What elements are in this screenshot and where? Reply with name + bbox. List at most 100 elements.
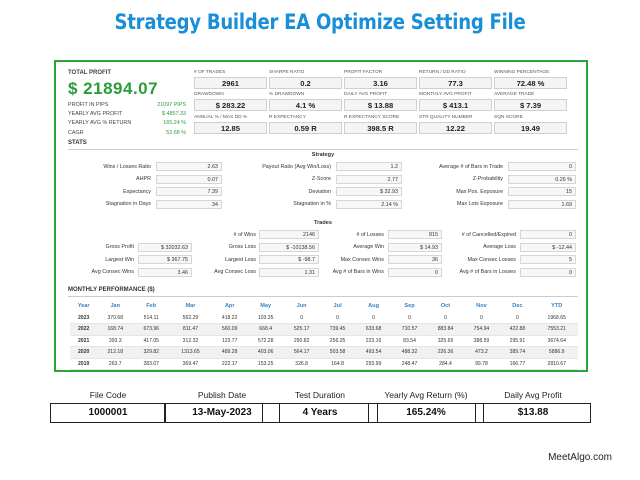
stat-value: 15: [508, 187, 576, 196]
table-cell: 754.94: [463, 323, 500, 336]
trade-stat-label: Max Consec Losses: [467, 256, 516, 263]
trade-stat-value: 1.31: [259, 267, 319, 277]
table-row: 2023 370.68 514.11 562.29 418.22 103.35 0 0 0 0 0 0…: [70, 312, 578, 324]
column-header: May: [260, 303, 272, 309]
table-cell: 403.06: [247, 346, 284, 359]
trade-stat-value: $ 32032.63: [138, 242, 192, 252]
metric-sharpe: SHARPE RATIO 0.2: [269, 70, 342, 94]
metric-value: 12.22: [419, 122, 492, 134]
strategy-heading: Strategy: [311, 152, 335, 158]
table-cell: 418.22: [211, 312, 248, 324]
table-cell: 312.32: [169, 335, 212, 347]
stat-value: $ 32.93: [336, 187, 402, 196]
table-cell: 0: [499, 312, 536, 324]
trade-stat-label: Avg # of Bars in Losses: [459, 269, 516, 275]
table-cell: 83.54: [391, 335, 428, 347]
trade-stat-label: Gross Loss: [228, 244, 256, 250]
monthly-performance-table: Year Jan Feb Mar Apr May Jun Jul Aug Sep Oct Nov Dec…: [70, 300, 578, 370]
table-cell: 326.8: [283, 358, 320, 370]
table-cell: 103.35: [247, 312, 284, 324]
year-cell: 2022: [70, 323, 98, 336]
trade-stat-value: $ 14.93: [388, 242, 442, 252]
metric-r-expectancy-score: R EXPECTANCY SCORE 398.5 R: [344, 115, 417, 139]
trade-stat-value: $ -98.7: [259, 255, 319, 264]
metric-label: # OF TRADES: [194, 70, 226, 75]
trade-stat-label: Avg Consec Loss: [214, 269, 256, 275]
table-cell: 633.68: [355, 323, 392, 336]
metric-value: 3.16: [344, 77, 417, 89]
stat-value: 1.2: [336, 162, 402, 171]
table-cell: 226.36: [427, 346, 464, 359]
metric-label: DAILY AVG PROFIT: [344, 92, 388, 97]
column-header: Dec: [512, 303, 523, 309]
table-cell: 99.78: [463, 358, 500, 370]
trade-stat-label: Largest Loss: [225, 256, 256, 263]
stat-label: Stagnation in Days: [105, 201, 151, 207]
summary-daily-profit: Daily Avg Profit $13.88: [475, 390, 591, 423]
metric-sqn-score: SQN SCORE 19.49: [494, 115, 567, 139]
stat-value: 0.26 %: [508, 174, 576, 184]
table-cell: 488.32: [391, 346, 428, 359]
divider: [68, 296, 578, 297]
metric-value: 72.48 %: [494, 77, 567, 89]
metric-label: WINNING PERCENTAGE: [494, 70, 550, 75]
table-cell: 422.88: [499, 323, 536, 336]
table-cell: 393.3: [97, 335, 134, 347]
table-header-row: Year Jan Feb Mar Apr May Jun Jul Aug Sep Oct Nov Dec…: [70, 300, 578, 312]
trade-stat-label: # of Wins: [233, 231, 256, 238]
table-cell: 572.28: [247, 335, 284, 347]
metric-value: $ 413.1: [419, 99, 492, 111]
summary-test-duration: Test Duration 4 Years: [262, 390, 378, 423]
metric-trades: # OF TRADES 2961: [194, 70, 267, 94]
metric-value: 2961: [194, 77, 267, 89]
column-header: Jun: [296, 303, 307, 309]
table-cell: 153.25: [247, 358, 284, 370]
table-cell: 514.11: [133, 312, 170, 324]
table-cell: 503.58: [319, 346, 356, 359]
kv-value: 21097 PIPS: [157, 102, 186, 108]
table-cell: 739.45: [319, 323, 356, 336]
table-cell: 223.16: [355, 335, 392, 347]
table-row: 2020 212.18 329.82 1313.65 489.28 403.06 564.1…: [70, 346, 578, 359]
summary-label: Publish Date: [197, 390, 247, 400]
stat-label: Z-Probability: [472, 176, 503, 182]
table-cell: 2810.67: [535, 358, 578, 370]
page-title: Strategy Builder EA Optimize Setting Fil…: [114, 10, 526, 34]
table-cell: 164.8: [319, 358, 356, 370]
table-cell: 222.17: [211, 358, 248, 370]
divider: [68, 149, 578, 150]
table-row: 2022 168.74 673.96 811.47 560.09 668.4 525.17 7…: [70, 323, 578, 336]
table-cell: 473.2: [463, 346, 500, 359]
metric-value: 4.1 %: [269, 99, 342, 111]
metric-return-dd: RETURN / DD RATIO 77.3: [419, 70, 492, 94]
stat-value: 0.07: [156, 174, 222, 184]
metric-str-quality: STR QUALITY NUMBER 12.22: [419, 115, 492, 139]
trade-stat-label: # of Losses: [356, 231, 384, 238]
trade-stat-label: Avg # of Bars in Wins: [332, 269, 384, 275]
stat-value: 7.39: [156, 187, 222, 196]
column-header: Sep: [404, 303, 415, 309]
table-cell: 166.77: [499, 358, 536, 370]
trade-stat-value: 3.46: [138, 267, 192, 277]
trade-stat-value: 0: [388, 267, 442, 277]
footer-brand: MeetAlgo.com: [548, 452, 612, 463]
table-cell: 493.54: [355, 346, 392, 359]
table-cell: 562.29: [169, 312, 212, 324]
table-cell: 123.77: [211, 335, 248, 347]
kv-value: 165.24 %: [163, 120, 186, 126]
metric-label: STR QUALITY NUMBER: [419, 115, 473, 120]
kv-label: YEARLY AVG PROFIT: [68, 111, 123, 117]
year-cell: 2023: [70, 312, 98, 324]
year-cell: 2021: [70, 335, 98, 347]
summary-value: 4 Years: [262, 403, 378, 423]
metric-monthly-avg: MONTHLY AVG PROFIT $ 413.1: [419, 92, 492, 116]
kv-label: PROFIT IN PIPS: [68, 102, 109, 108]
metric-label: RETURN / DD RATIO: [419, 70, 466, 75]
summary-value: 1000001: [50, 403, 166, 423]
table-cell: 883.84: [427, 323, 464, 336]
year-cell: 2019: [70, 358, 98, 370]
metric-label: ANNUAL % / MAX DD %: [194, 115, 248, 120]
stat-value: 2.14 %: [336, 199, 402, 209]
table-cell: 673.96: [133, 323, 170, 336]
kv-label: YEARLY AVG % RETURN: [68, 120, 132, 126]
